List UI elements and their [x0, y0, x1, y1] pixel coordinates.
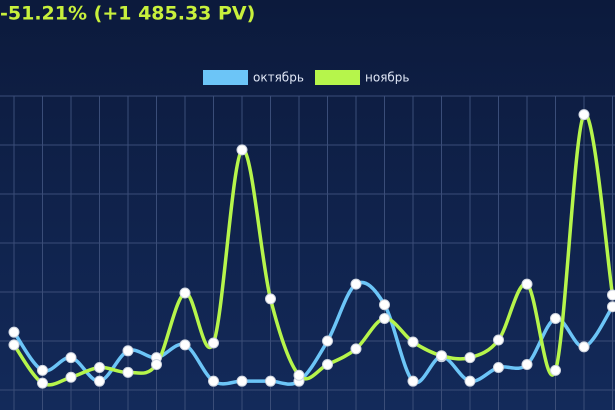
- data-point: [8, 339, 20, 351]
- data-point: [37, 377, 48, 389]
- data-point: [379, 312, 390, 324]
- data-point: [94, 375, 105, 387]
- data-point: [208, 337, 219, 349]
- data-point: [521, 359, 533, 371]
- data-point: [407, 375, 419, 387]
- data-point: [208, 375, 219, 387]
- data-point: [179, 339, 191, 351]
- data-point: [122, 345, 134, 357]
- data-point: [179, 287, 191, 299]
- series-line: [12, 280, 614, 386]
- data-point: [436, 350, 447, 362]
- data-point: [578, 341, 590, 353]
- legend-label: ноябрь: [365, 71, 410, 85]
- data-point: [322, 359, 333, 371]
- data-point: [322, 335, 333, 347]
- data-point: [265, 375, 276, 387]
- data-point: [94, 361, 105, 373]
- data-point: [151, 359, 162, 371]
- data-point: [578, 109, 590, 121]
- legend-label: октябрь: [253, 71, 304, 85]
- data-point: [37, 364, 48, 376]
- data-point: [521, 278, 533, 290]
- data-point: [65, 352, 77, 364]
- data-point: [350, 278, 362, 290]
- data-point: [236, 144, 248, 156]
- data-point: [265, 293, 276, 305]
- data-point: [8, 326, 20, 338]
- data-point: [550, 364, 561, 376]
- data-point: [293, 369, 305, 381]
- legend-swatch: [315, 70, 360, 85]
- data-point: [550, 312, 561, 324]
- data-point: [607, 289, 615, 301]
- data-point: [407, 336, 419, 348]
- data-point: [464, 352, 476, 364]
- data-point: [493, 361, 504, 373]
- data-point: [379, 299, 390, 311]
- data-point: [350, 343, 362, 355]
- data-point: [65, 371, 77, 383]
- data-point: [236, 375, 248, 387]
- data-point: [122, 366, 134, 378]
- chart-title: -51.21% (+1 485.33 PV): [0, 3, 255, 25]
- data-point: [493, 334, 504, 346]
- data-point: [464, 375, 476, 387]
- data-point: [607, 301, 615, 313]
- legend-swatch: [203, 70, 248, 85]
